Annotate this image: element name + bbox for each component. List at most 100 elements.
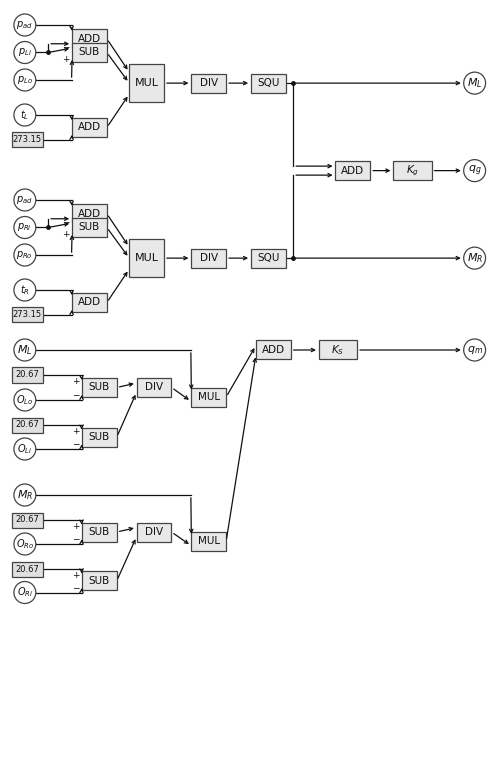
Text: $p_{Li}$: $p_{Li}$ xyxy=(18,47,32,58)
Bar xyxy=(82,378,117,397)
Text: $q_g$: $q_g$ xyxy=(468,164,482,178)
Text: $-$: $-$ xyxy=(72,389,81,398)
Text: 20.67: 20.67 xyxy=(15,420,39,430)
Text: $+$: $+$ xyxy=(72,521,81,531)
Text: $p_{Lo}$: $p_{Lo}$ xyxy=(17,74,33,86)
Circle shape xyxy=(14,217,36,239)
Text: $t_L$: $t_L$ xyxy=(20,108,29,122)
Circle shape xyxy=(14,484,36,506)
Bar xyxy=(12,307,43,322)
Text: $M_R$: $M_R$ xyxy=(17,488,33,502)
Text: MUL: MUL xyxy=(198,537,220,546)
Bar xyxy=(129,65,164,102)
Text: 20.67: 20.67 xyxy=(15,516,39,524)
Text: $+$: $+$ xyxy=(72,569,81,580)
Circle shape xyxy=(14,14,36,36)
Circle shape xyxy=(464,247,486,269)
Text: DIV: DIV xyxy=(200,78,218,88)
Text: $-$: $-$ xyxy=(62,41,71,51)
Bar xyxy=(191,249,226,268)
Text: 20.67: 20.67 xyxy=(15,565,39,573)
Bar xyxy=(335,161,370,180)
Circle shape xyxy=(14,41,36,63)
Bar xyxy=(12,562,43,576)
Circle shape xyxy=(14,389,36,411)
Bar xyxy=(12,133,43,147)
Text: $O_{Ri}$: $O_{Ri}$ xyxy=(17,586,33,599)
Text: $-$: $-$ xyxy=(72,582,81,591)
Text: $K_g$: $K_g$ xyxy=(406,164,419,178)
Text: $M_R$: $M_R$ xyxy=(467,251,483,265)
Bar xyxy=(394,161,431,180)
Text: $p_{ad}$: $p_{ad}$ xyxy=(16,19,33,31)
Text: $p_{Ri}$: $p_{Ri}$ xyxy=(17,222,32,233)
Bar xyxy=(12,367,43,382)
Circle shape xyxy=(14,533,36,555)
Text: MUL: MUL xyxy=(135,254,159,263)
Bar xyxy=(251,73,286,93)
Text: SUB: SUB xyxy=(89,432,110,442)
Bar xyxy=(137,523,171,541)
Text: 20.67: 20.67 xyxy=(15,370,39,380)
Text: $p_{Ro}$: $p_{Ro}$ xyxy=(16,249,33,261)
Text: 273.15: 273.15 xyxy=(13,310,42,320)
Text: $O_{Li}$: $O_{Li}$ xyxy=(17,442,32,456)
Bar xyxy=(256,341,291,360)
Text: DIV: DIV xyxy=(200,254,218,263)
Text: $+$: $+$ xyxy=(62,54,71,64)
Circle shape xyxy=(14,582,36,604)
Text: SUB: SUB xyxy=(89,382,110,392)
Bar xyxy=(82,571,117,590)
Text: ADD: ADD xyxy=(341,165,364,176)
Bar xyxy=(191,73,226,93)
Text: SQU: SQU xyxy=(257,78,280,88)
Text: ADD: ADD xyxy=(78,297,101,307)
Text: SUB: SUB xyxy=(89,576,110,586)
Text: SUB: SUB xyxy=(79,48,100,58)
Circle shape xyxy=(464,339,486,361)
Text: $p_{ad}$: $p_{ad}$ xyxy=(16,194,33,206)
Bar xyxy=(137,378,171,397)
Text: DIV: DIV xyxy=(145,527,163,537)
Text: $-$: $-$ xyxy=(62,217,71,225)
Bar xyxy=(191,388,226,406)
Text: $O_{Ro}$: $O_{Ro}$ xyxy=(16,537,34,551)
Text: MUL: MUL xyxy=(135,78,159,88)
Bar xyxy=(72,29,107,48)
Circle shape xyxy=(14,438,36,460)
Circle shape xyxy=(14,244,36,266)
Text: $-$: $-$ xyxy=(72,438,81,448)
Bar xyxy=(12,512,43,527)
Bar xyxy=(251,249,286,268)
Bar xyxy=(72,204,107,223)
Bar xyxy=(72,218,107,237)
Bar xyxy=(72,293,107,312)
Text: ADD: ADD xyxy=(78,34,101,44)
Text: SUB: SUB xyxy=(89,527,110,537)
Text: $-$: $-$ xyxy=(72,534,81,543)
Circle shape xyxy=(14,69,36,91)
Text: SQU: SQU xyxy=(257,254,280,263)
Text: DIV: DIV xyxy=(145,382,163,392)
Circle shape xyxy=(464,160,486,182)
Text: MUL: MUL xyxy=(198,392,220,402)
Text: $O_{Lo}$: $O_{Lo}$ xyxy=(16,393,33,407)
Bar xyxy=(82,523,117,541)
Bar xyxy=(82,427,117,446)
Bar xyxy=(319,341,357,360)
Text: $q_m$: $q_m$ xyxy=(467,344,483,356)
Text: $M_L$: $M_L$ xyxy=(17,343,33,357)
Bar xyxy=(129,239,164,277)
Bar xyxy=(72,43,107,62)
Text: $+$: $+$ xyxy=(72,426,81,436)
Bar xyxy=(72,118,107,137)
Text: $K_S$: $K_S$ xyxy=(331,343,344,357)
Circle shape xyxy=(14,104,36,126)
Text: ADD: ADD xyxy=(78,209,101,218)
Text: ADD: ADD xyxy=(262,345,285,355)
Circle shape xyxy=(14,339,36,361)
Circle shape xyxy=(464,72,486,94)
Circle shape xyxy=(14,279,36,301)
Bar xyxy=(191,532,226,551)
Text: $+$: $+$ xyxy=(62,229,71,239)
